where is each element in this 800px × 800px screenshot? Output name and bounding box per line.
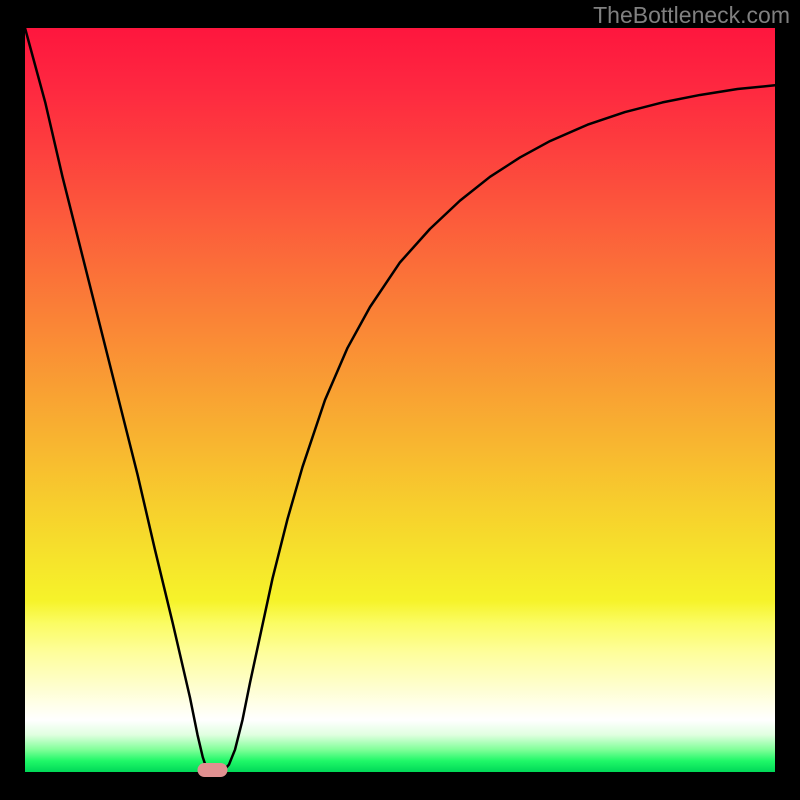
chart-canvas bbox=[0, 0, 800, 800]
plot-background bbox=[25, 28, 775, 772]
attribution-text: TheBottleneck.com bbox=[593, 2, 790, 29]
bottleneck-chart: TheBottleneck.com bbox=[0, 0, 800, 800]
optimal-marker bbox=[198, 763, 228, 777]
